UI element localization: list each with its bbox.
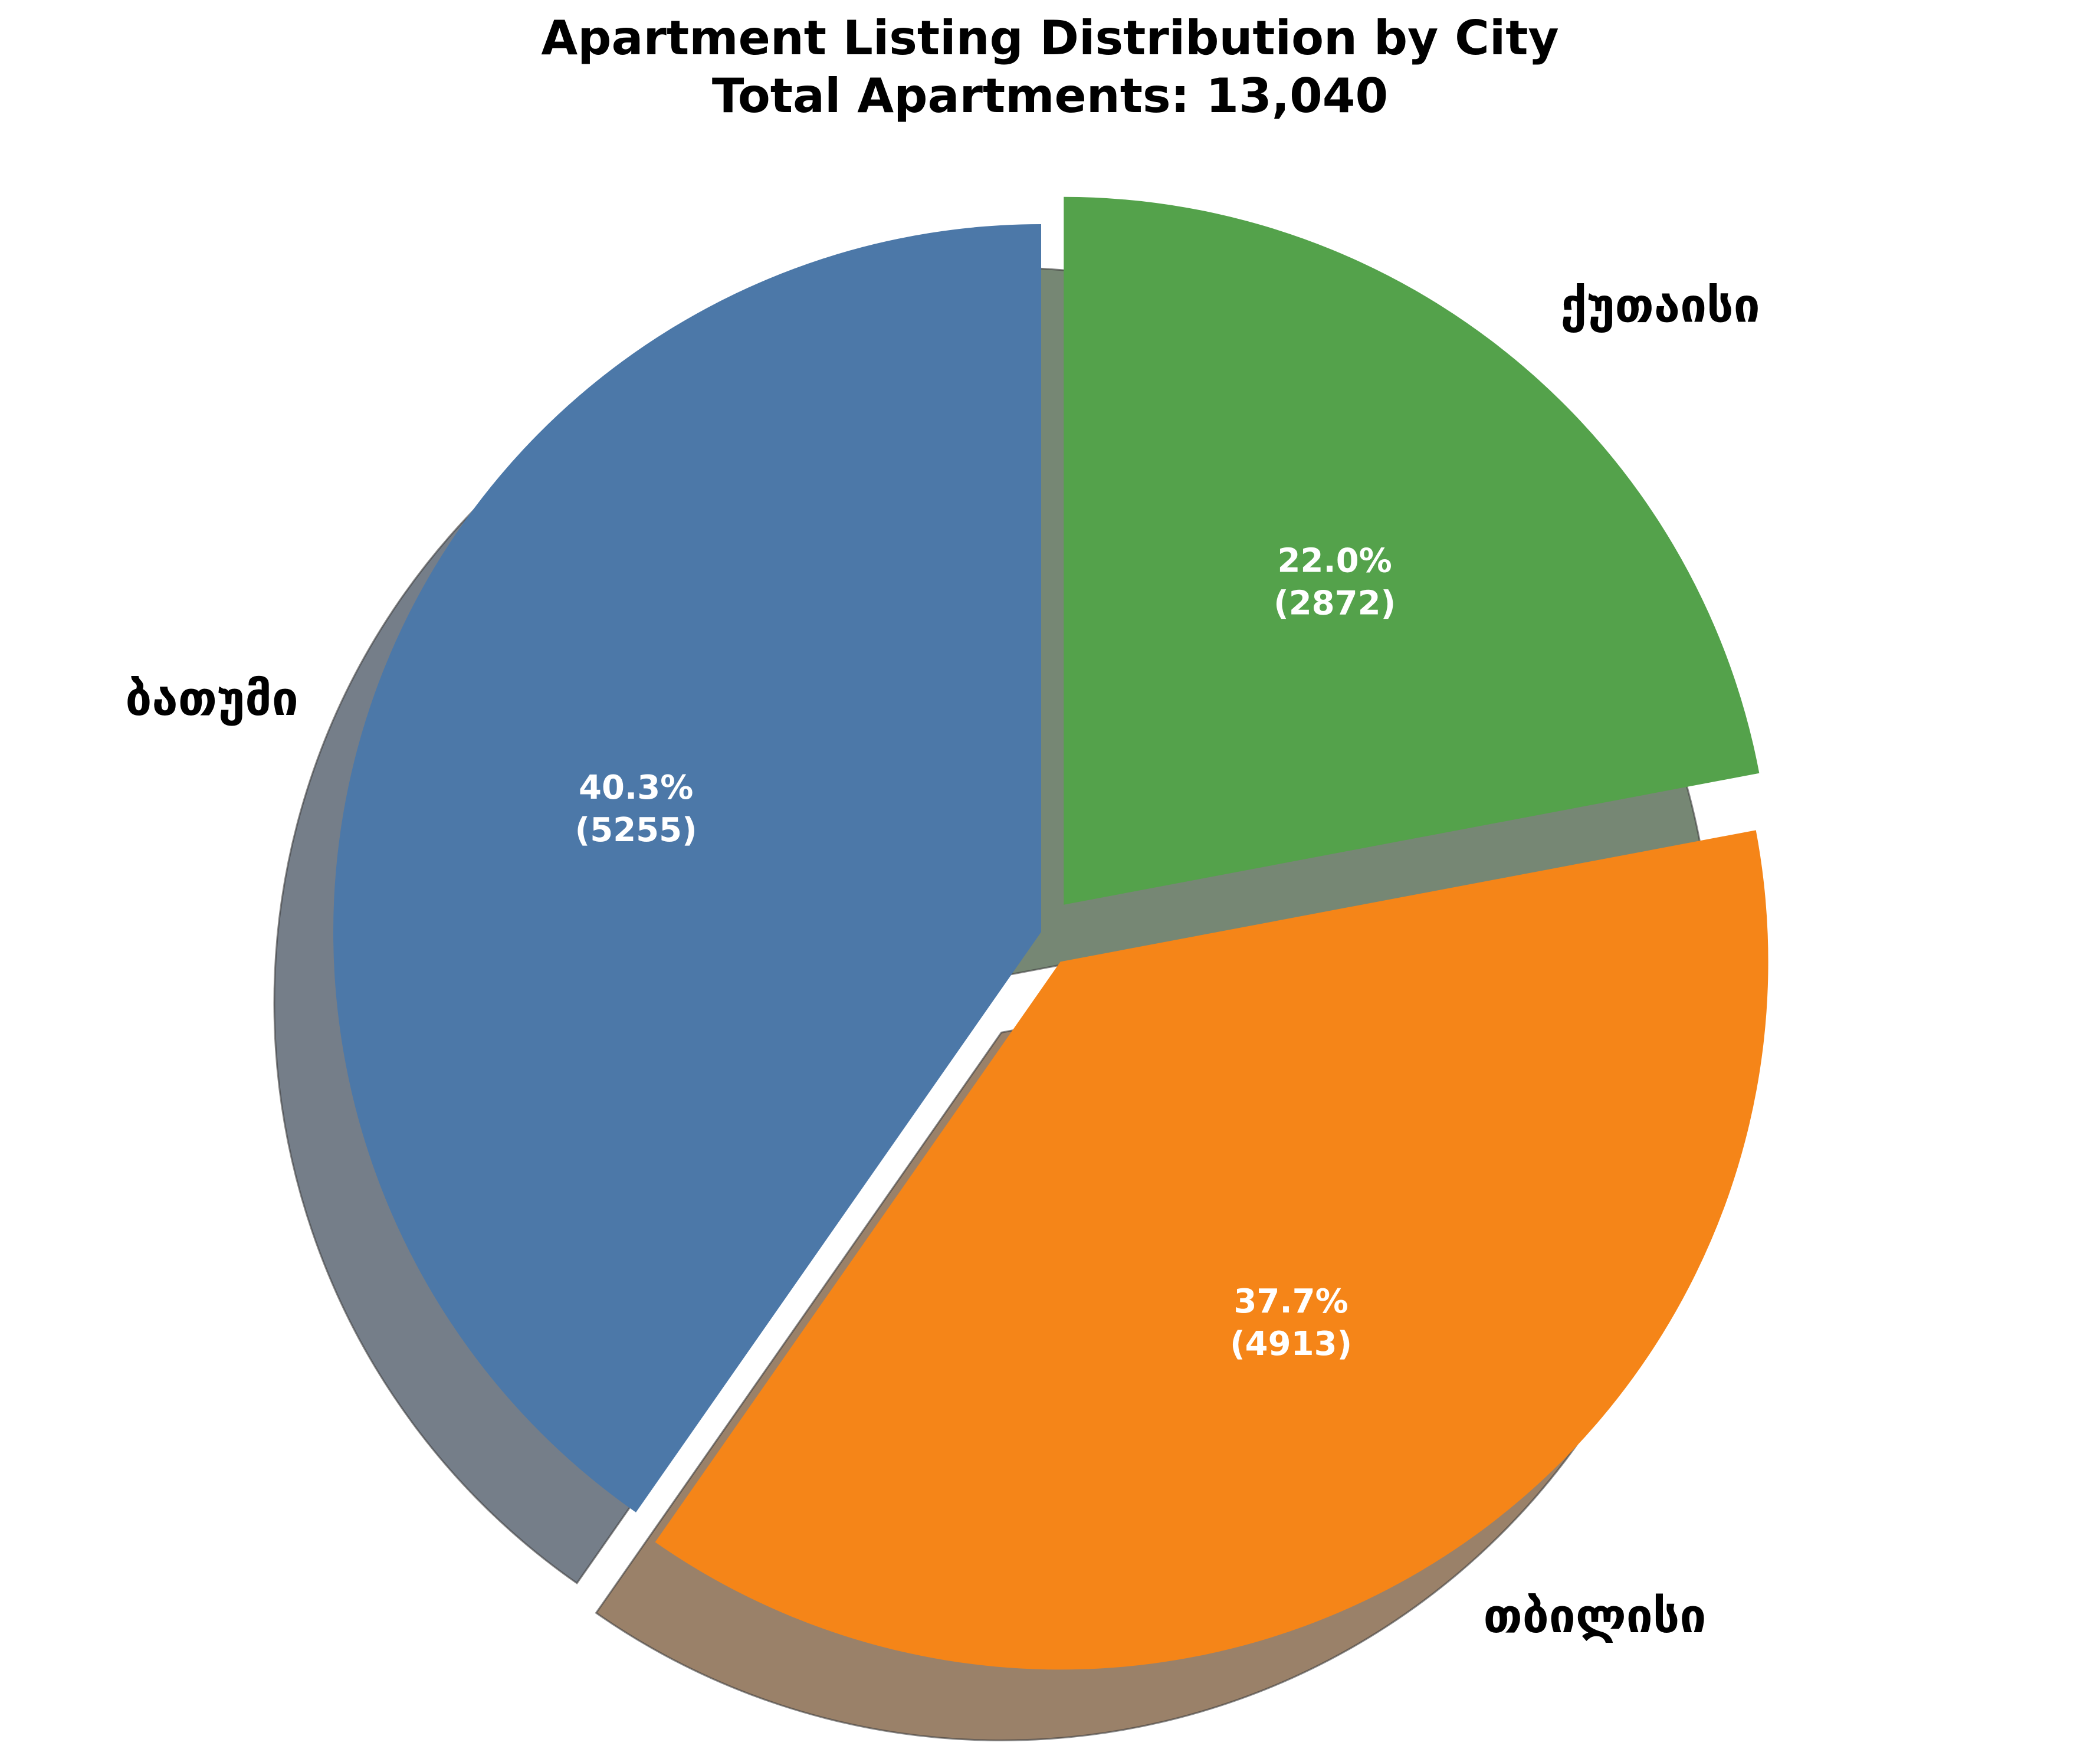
slice-2-count-label: (4913): [1230, 1325, 1352, 1363]
slice-1-percent-label: 40.3%: [579, 769, 693, 807]
slice-2-wedge[interactable]: [655, 830, 1768, 1670]
slice-2-percent-label: 37.7%: [1233, 1282, 1348, 1321]
slice-1-wedge[interactable]: [333, 224, 1041, 1512]
chart-title: Apartment Listing Distribution by City: [541, 11, 1558, 65]
slice-3-category-label: ქუთაისი: [1560, 278, 1760, 333]
slice-3-count-label: (2872): [1274, 584, 1396, 622]
slice-2-category-label: თბილისი: [1483, 1589, 1706, 1643]
chart-subtitle: Total Apartments: 13,040: [712, 68, 1388, 123]
slices: [333, 196, 1768, 1670]
slice-1-count-label: (5255): [575, 811, 697, 849]
slice-3-wedge[interactable]: [1064, 196, 1760, 905]
slice-labels: 40.3% (5255) ბათუმი 37.7% (4913) თბილისი 22.0%…: [125, 278, 1760, 1643]
slice-3-percent-label: 22.0%: [1278, 542, 1392, 580]
slice-1-category-label: ბათუმი: [125, 671, 298, 726]
